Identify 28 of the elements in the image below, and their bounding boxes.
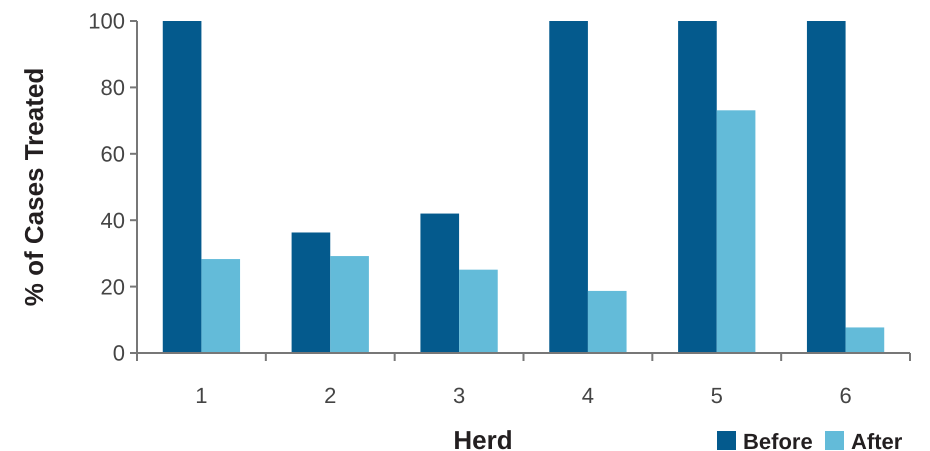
y-tick-label: 100 [88,8,125,34]
y-tick-label: 20 [100,274,125,300]
x-tick-label: 1 [195,383,208,408]
legend-label: Before [743,429,813,451]
x-tick-label: 3 [452,383,466,408]
bar [292,232,330,353]
bar [678,21,717,353]
bar [162,21,202,353]
x-tick-label: 6 [839,383,852,408]
y-tick-label: 80 [100,75,125,100]
x-tick-label: 2 [324,383,336,408]
y-tick-label: 40 [100,208,125,233]
x-tick-label: 4 [582,383,594,408]
bar [330,256,369,353]
x-axis-title: Herd [453,425,513,451]
bar [806,21,846,353]
y-axis-title: % of Cases Treated [19,68,49,306]
y-tick-label: 0 [112,340,125,366]
bar [420,214,460,353]
bar [201,259,240,353]
bar [459,270,498,353]
bar [549,21,588,353]
bar [846,327,884,353]
y-tick-label: 60 [100,142,125,166]
bar [588,290,627,353]
legend-label: After [851,429,903,451]
bar [716,110,756,353]
x-tick-label: 5 [710,383,723,408]
